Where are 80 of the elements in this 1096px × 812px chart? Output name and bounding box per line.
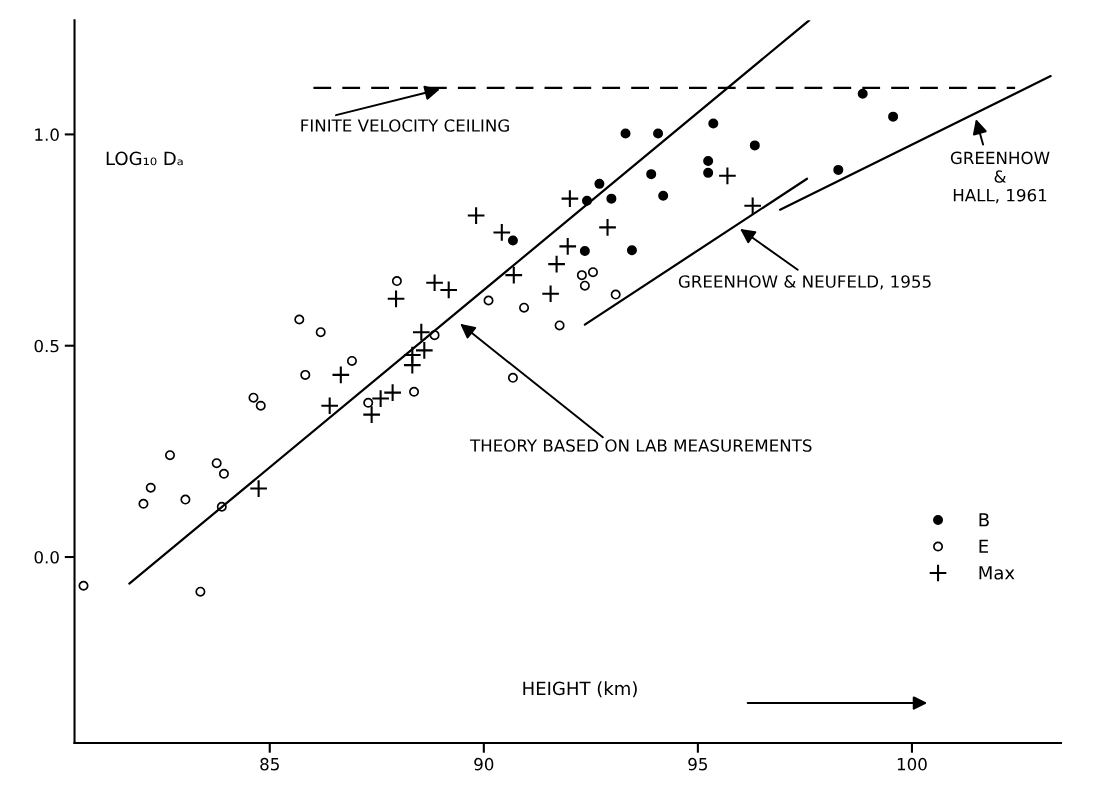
point: [579, 246, 590, 257]
point: [620, 128, 631, 139]
legend-label: Max: [979, 566, 1015, 580]
point: [294, 314, 305, 325]
legend-label: E: [979, 539, 989, 553]
annotation: FINITE VELOCITY CEILING: [301, 119, 509, 132]
x-axis-title: HEIGHT (km): [523, 681, 637, 698]
point: [145, 482, 156, 493]
point: [439, 280, 459, 300]
point: [211, 458, 222, 469]
point: [78, 580, 89, 591]
point: [383, 383, 402, 402]
point: [594, 178, 605, 189]
point: [888, 111, 899, 122]
point: [749, 140, 760, 151]
point: [703, 156, 714, 167]
point: [300, 369, 311, 380]
point: [411, 322, 431, 342]
point: [626, 245, 637, 256]
point: [519, 302, 530, 313]
point: [492, 223, 512, 242]
legend-label: B: [979, 513, 989, 527]
point: [718, 166, 737, 186]
point: [409, 386, 420, 397]
annotation: THEORY BASED ON LAB MEASUREMENTS: [469, 439, 812, 452]
point: [646, 169, 657, 180]
point: [703, 167, 714, 178]
x-tick-label: 85: [260, 757, 279, 771]
point: [504, 265, 524, 285]
point: [164, 450, 176, 461]
point: [216, 501, 227, 512]
x-tick-label: 95: [688, 757, 708, 771]
point: [507, 372, 518, 383]
point: [331, 365, 351, 385]
annotation: GREENHOW & HALL, 1961: [950, 151, 1050, 204]
point: [320, 396, 340, 416]
y-tick-label: 1.0: [35, 128, 59, 141]
point: [547, 254, 566, 274]
point: [558, 237, 578, 256]
point: [363, 397, 374, 408]
point: [576, 270, 587, 281]
point: [483, 295, 494, 306]
point: [218, 468, 229, 479]
point: [195, 586, 206, 597]
point: [466, 206, 486, 225]
point: [248, 392, 259, 403]
point: [579, 280, 590, 291]
point: [560, 189, 580, 209]
point: [315, 327, 326, 338]
y-tick-label: 0.0: [34, 550, 59, 564]
point: [598, 218, 617, 237]
point: [386, 289, 406, 309]
point: [371, 389, 391, 408]
point: [587, 267, 598, 278]
point: [833, 164, 844, 175]
point: [507, 235, 518, 246]
point: [391, 276, 402, 287]
point: [425, 273, 444, 293]
point: [610, 289, 621, 300]
point: [658, 190, 669, 201]
point: [653, 128, 664, 139]
y-axis-title: LOG₁₀ Dₐ: [106, 151, 183, 166]
point: [346, 355, 357, 366]
point: [362, 405, 382, 424]
point: [138, 498, 149, 509]
point: [255, 400, 266, 411]
point: [541, 284, 560, 304]
x-tick-label: 90: [474, 757, 494, 771]
y-tick-label: 0.5: [34, 339, 59, 353]
point: [554, 320, 565, 331]
point: [857, 88, 868, 99]
point: [743, 196, 763, 216]
point: [429, 330, 440, 341]
point: [414, 340, 434, 360]
point: [708, 118, 719, 129]
annotation: GREENHOW & NEUFELD, 1955: [678, 275, 931, 290]
point: [606, 193, 617, 204]
x-tick-label: 100: [897, 757, 927, 771]
point: [180, 494, 191, 505]
point: [249, 479, 268, 498]
